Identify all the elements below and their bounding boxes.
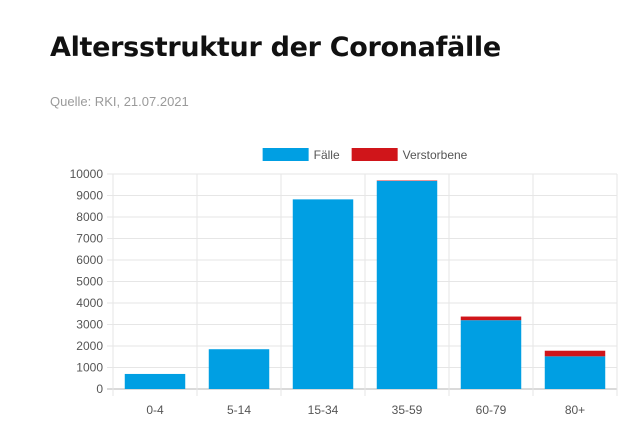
x-tick-label: 0-4 [146, 403, 164, 417]
bar-fälle [544, 356, 606, 389]
y-tick-label: 3000 [76, 318, 103, 332]
bar-fälle [376, 180, 438, 389]
y-tick-label: 1000 [76, 361, 103, 375]
bar-fälle [208, 349, 270, 389]
bar-verstorbene [544, 350, 606, 357]
source-note: Quelle: RKI, 21.07.2021 [50, 94, 189, 109]
bar-verstorbene [460, 316, 522, 321]
x-tick-label: 60-79 [476, 403, 507, 417]
bar-fälle [124, 373, 186, 389]
y-tick-label: 7000 [76, 232, 103, 246]
legend-label-fälle: Fälle [314, 148, 340, 162]
y-tick-label: 5000 [76, 275, 103, 289]
y-tick-label: 8000 [76, 210, 103, 224]
x-tick-label: 15-34 [308, 403, 339, 417]
legend-swatch-verstorbene [351, 148, 398, 161]
chart-bars [124, 180, 606, 389]
legend-label-verstorbene: Verstorbene [403, 148, 468, 162]
chart-legend: Fälle Verstorbene [262, 148, 468, 162]
chart-title: Altersstruktur der Coronafälle [50, 32, 501, 63]
bar-fälle [460, 320, 522, 389]
y-tick-label: 2000 [76, 339, 103, 353]
chart-grid [107, 173, 618, 396]
y-tick-label: 6000 [76, 253, 103, 267]
x-tick-label: 5-14 [227, 403, 251, 417]
x-tick-label: 80+ [565, 403, 585, 417]
x-tick-label: 35-59 [392, 403, 423, 417]
legend-swatch-fälle [262, 148, 309, 161]
bar-fälle [292, 199, 354, 389]
y-tick-label: 0 [96, 382, 103, 396]
y-tick-label: 9000 [76, 189, 103, 203]
y-tick-label: 10000 [70, 167, 104, 181]
y-tick-label: 4000 [76, 296, 103, 310]
x-axis: 0-4 5-14 15-34 35-59 60-79 80+ [146, 403, 585, 417]
y-axis: 0 1000 2000 3000 4000 5000 6000 7000 8000 9000 100… [70, 167, 104, 396]
